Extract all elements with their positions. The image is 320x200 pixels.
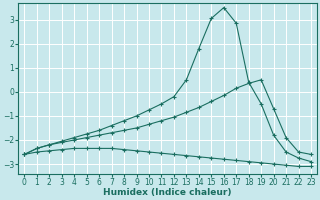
X-axis label: Humidex (Indice chaleur): Humidex (Indice chaleur) bbox=[103, 188, 232, 197]
